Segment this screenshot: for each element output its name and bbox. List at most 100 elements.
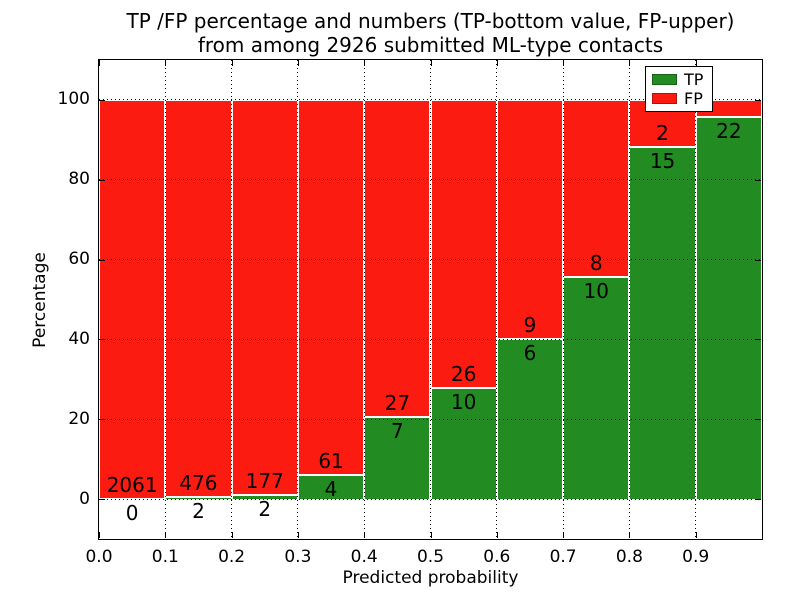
- bar-segment-tp: [232, 494, 297, 500]
- tp-count-label: 2: [258, 496, 272, 521]
- bar-segment-tp: [630, 146, 695, 500]
- y-tick-label: 20: [68, 408, 90, 429]
- x-tick-mark-bottom: [99, 532, 100, 538]
- y-tick-mark-left: [99, 99, 105, 101]
- x-tick-label: 0.8: [615, 547, 643, 567]
- y-tick-mark-right: [755, 259, 761, 261]
- x-tick-mark-bottom: [629, 532, 631, 538]
- grid-line-vertical: [430, 60, 431, 539]
- bar-segment-tp: [365, 416, 430, 500]
- x-tick-mark-bottom: [165, 532, 167, 538]
- tp-count-label: 22: [716, 119, 742, 144]
- fp-count-label: 177: [245, 468, 284, 493]
- grid-line-horizontal: [99, 498, 762, 500]
- bar-segment-fp: [100, 100, 165, 500]
- bar-stack-boundary: [563, 276, 630, 279]
- fp-count-label: 2061: [106, 473, 158, 498]
- legend-label: TP: [684, 69, 704, 89]
- chart-title-line1: TP /FP percentage and numbers (TP-bottom…: [126, 9, 735, 33]
- fp-count-label: 9: [523, 313, 537, 338]
- legend-item: FP: [652, 88, 706, 108]
- tp-count-label: 7: [390, 418, 404, 443]
- fp-count-label: 61: [318, 448, 344, 473]
- y-tick-mark-left: [99, 179, 105, 181]
- x-tick-label: 0.0: [85, 547, 113, 567]
- grid-line-horizontal: [99, 418, 762, 420]
- grid-line-horizontal: [99, 99, 762, 101]
- x-tick-mark-bottom: [231, 532, 233, 538]
- x-axis-label: Predicted probability: [342, 568, 519, 588]
- x-tick-label: 0.9: [682, 547, 710, 567]
- x-tick-label: 0.7: [549, 547, 577, 567]
- bar-stack-boundary: [165, 496, 232, 499]
- tp-count-label: 0: [125, 501, 139, 526]
- x-tick-mark-bottom: [297, 532, 299, 538]
- grid-line-vertical: [496, 60, 498, 539]
- bar-stack-boundary: [231, 493, 298, 496]
- x-tick-mark-top: [563, 60, 565, 66]
- tp-count-label: 4: [324, 476, 338, 501]
- x-tick-label: 0.1: [151, 547, 179, 567]
- x-tick-mark-top: [231, 60, 233, 66]
- x-tick-mark-top: [695, 60, 697, 66]
- bar-stack-boundary: [695, 116, 762, 119]
- x-tick-label: 0.3: [284, 547, 312, 567]
- y-tick-mark-left: [99, 419, 105, 421]
- bar-stack-boundary: [297, 473, 365, 476]
- fp-count-label: 26: [450, 362, 477, 387]
- fp-count-label: 2: [656, 120, 669, 145]
- plot-area: 2061 0 476 2 177 2 61 4 27 7 26 10 9 6 8 10 2 15 22 TP FP: [98, 59, 763, 540]
- y-axis-label: Percentage: [30, 252, 50, 348]
- x-tick-mark-bottom: [430, 532, 432, 538]
- x-tick-label: 0.2: [218, 547, 246, 567]
- legend-swatch-fp: [652, 93, 677, 104]
- legend-swatch-tp: [652, 74, 677, 85]
- chart-title-line2: from among 2926 submitted ML-type contac…: [197, 33, 664, 57]
- x-tick-label: 0.6: [483, 547, 511, 567]
- y-tick-mark-right: [755, 339, 761, 341]
- x-tick-mark-bottom: [364, 532, 366, 538]
- legend-item: TP: [652, 69, 706, 89]
- legend: TP FP: [645, 66, 713, 112]
- bar-segment-tp: [431, 388, 496, 500]
- y-tick-mark-right: [755, 499, 761, 501]
- bar-segment-fp: [166, 100, 231, 498]
- bar-segment-fp: [298, 100, 364, 475]
- y-tick-label: 100: [57, 89, 90, 110]
- x-tick-mark-top: [364, 60, 366, 66]
- legend-label: FP: [684, 88, 703, 108]
- x-tick-mark-top: [297, 60, 299, 66]
- bar-stack-boundary: [364, 415, 431, 418]
- grid-line-vertical: [628, 60, 630, 539]
- y-tick-label: 60: [68, 249, 90, 270]
- x-tick-mark-bottom: [563, 532, 565, 538]
- y-tick-mark-left: [99, 499, 105, 501]
- bar-segment-fp: [497, 100, 563, 340]
- fp-count-label: 27: [384, 390, 411, 415]
- y-tick-mark-right: [755, 99, 761, 101]
- bar-segment-fp: [232, 100, 297, 495]
- x-tick-label: 0.5: [416, 547, 445, 567]
- bar-segment-tp: [564, 277, 629, 500]
- bar-segment-fp: [564, 100, 629, 278]
- x-tick-mark-top: [99, 60, 100, 66]
- x-tick-mark-bottom: [695, 532, 697, 538]
- grid-line-vertical: [562, 60, 564, 539]
- grid-line-horizontal: [99, 179, 762, 181]
- fp-count-label: 8: [589, 251, 603, 276]
- bar-segment-tp: [298, 474, 364, 500]
- bar-stack-boundary: [629, 145, 696, 148]
- x-tick-mark-bottom: [496, 532, 498, 538]
- y-tick-label: 80: [68, 169, 90, 190]
- y-tick-label: 0: [79, 488, 90, 509]
- tp-count-label: 15: [649, 148, 676, 173]
- tp-count-label: 2: [192, 499, 205, 524]
- tp-count-label: 10: [583, 279, 609, 304]
- x-tick-mark-top: [165, 60, 167, 66]
- tp-count-label: 6: [523, 341, 537, 366]
- fp-count-label: 476: [179, 471, 218, 496]
- grid-line-vertical: [297, 60, 299, 539]
- grid-line-vertical: [231, 60, 233, 539]
- grid-line-vertical: [164, 60, 166, 539]
